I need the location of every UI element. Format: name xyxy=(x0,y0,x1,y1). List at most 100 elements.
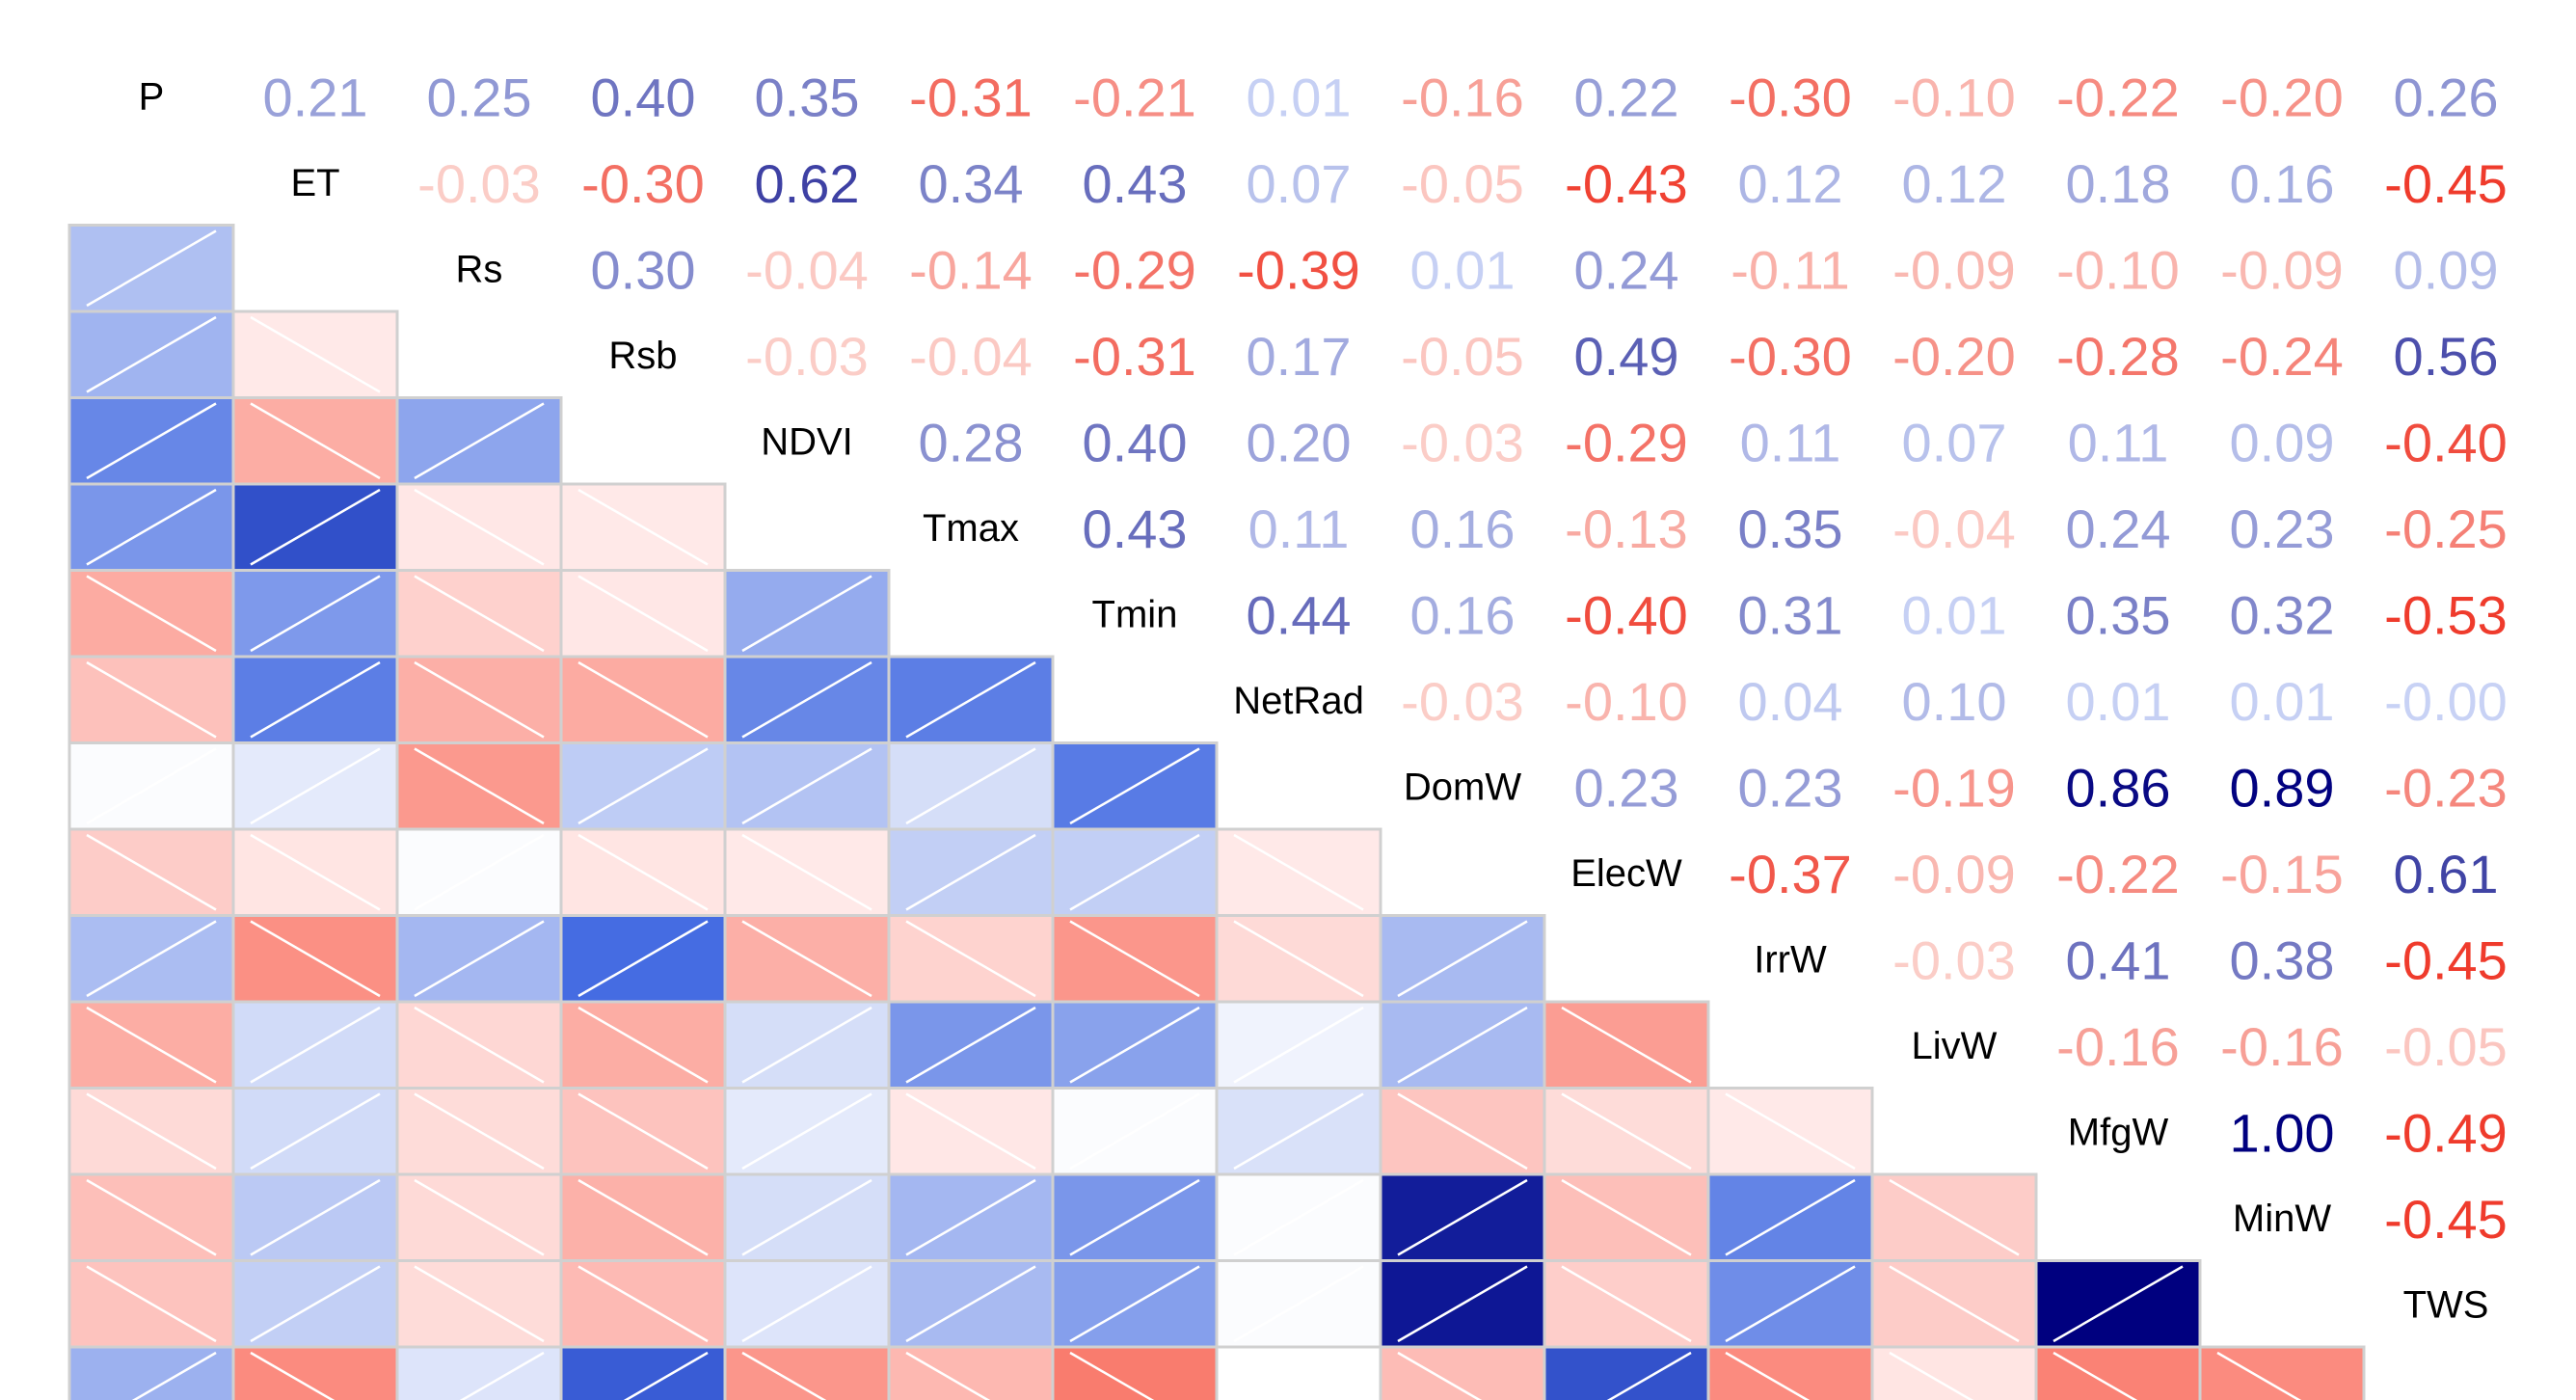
cell-DomW-Tmin xyxy=(1051,827,1219,917)
cell-diagonal xyxy=(623,1351,709,1400)
cell-diagonal xyxy=(1397,1265,1528,1343)
coef-Rsb-DomW: -0.05 xyxy=(1401,326,1524,387)
cell-Tmin-Tmax xyxy=(887,655,1055,744)
cell-Rsb-P xyxy=(67,396,235,486)
coef-NDVI-TWS: -0.40 xyxy=(2384,412,2508,472)
coef-IrrW-MinW: 0.38 xyxy=(2230,929,2335,990)
cell-diagonal xyxy=(86,315,217,393)
cell-Tmax-ET xyxy=(231,569,399,659)
coef-Rs-LivW: -0.09 xyxy=(1892,239,2016,300)
cell-IrrW-ElecW xyxy=(1543,1000,1710,1090)
coef-ET-Tmin: 0.43 xyxy=(1083,153,1188,214)
cell-NetRad-NDVI xyxy=(723,741,891,831)
cell-diagonal xyxy=(86,1178,217,1256)
cell-diagonal xyxy=(577,575,709,653)
cell-diagonal xyxy=(1069,920,1200,998)
cell-MfgW-P xyxy=(67,1172,235,1262)
cell-DomW-Rs xyxy=(395,827,563,917)
cell-diagonal xyxy=(1725,1351,1811,1400)
cell-diagonal xyxy=(250,747,381,825)
cell-diagonal xyxy=(414,1178,545,1256)
cell-DomW-Rsb xyxy=(559,827,727,917)
cell-diagonal xyxy=(577,1006,709,1084)
cell-fill xyxy=(67,1345,235,1400)
variable-label-NDVI: NDVI xyxy=(761,420,853,463)
cell-IrrW-Tmin xyxy=(1051,1000,1219,1090)
coef-Rsb-MinW: -0.24 xyxy=(2220,326,2344,387)
cell-TWS-IrrW xyxy=(1706,1345,1874,1400)
cell-diagonal xyxy=(577,1265,709,1343)
cell-TWS-MinW xyxy=(2198,1345,2366,1400)
cell-fill xyxy=(1543,1345,1710,1400)
cell-diagonal xyxy=(414,488,545,566)
coef-Rsb-MfgW: -0.28 xyxy=(2056,326,2180,387)
variable-label-ElecW: ElecW xyxy=(1570,852,1682,895)
coef-Rsb-LivW: -0.20 xyxy=(1892,326,2016,387)
cell-IrrW-NetRad xyxy=(1215,1000,1382,1090)
coef-Tmax-LivW: -0.04 xyxy=(1892,498,2016,559)
cell-MinW-ET xyxy=(231,1259,399,1349)
coef-NetRad-TWS: -0.00 xyxy=(2384,671,2508,732)
coef-P-ET: 0.21 xyxy=(263,67,368,127)
cell-NetRad-Tmin xyxy=(1051,741,1219,831)
cell-Rs-ET xyxy=(231,310,399,399)
cell-MfgW-NetRad xyxy=(1215,1172,1382,1262)
variable-label-IrrW: IrrW xyxy=(1754,938,1827,981)
cell-TWS-Rs xyxy=(395,1345,563,1400)
coef-Tmin-ElecW: -0.40 xyxy=(1565,584,1688,645)
cell-diagonal xyxy=(741,747,872,825)
cell-diagonal xyxy=(1233,1092,1364,1171)
cell-diagonal xyxy=(250,402,381,480)
cell-diagonal xyxy=(250,1006,381,1084)
cell-ElecW-DomW xyxy=(1379,914,1546,1004)
coef-ET-MinW: 0.16 xyxy=(2230,153,2335,214)
cell-diagonal xyxy=(1397,1351,1483,1400)
cell-diagonal xyxy=(1397,1092,1528,1171)
cell-DomW-P xyxy=(67,827,235,917)
coef-Rs-NetRad: -0.39 xyxy=(1237,239,1360,300)
cell-fill xyxy=(723,1345,891,1400)
cell-diagonal xyxy=(1069,1006,1200,1084)
coef-ET-NDVI: 0.62 xyxy=(755,153,860,214)
cell-TWS-DomW xyxy=(1379,1345,1546,1400)
cell-diagonal xyxy=(1397,1178,1528,1256)
coef-NDVI-DomW: -0.03 xyxy=(1401,412,1524,472)
cell-ET-P xyxy=(67,224,235,313)
cell-Tmax-NDVI xyxy=(723,569,891,659)
coef-ElecW-TWS: 0.61 xyxy=(2394,844,2499,904)
coef-DomW-TWS: -0.23 xyxy=(2384,757,2508,818)
cell-diagonal xyxy=(86,920,217,998)
cell-MfgW-IrrW xyxy=(1706,1172,1874,1262)
cell-ElecW-Tmax xyxy=(887,914,1055,1004)
cell-MfgW-Tmax xyxy=(887,1172,1055,1262)
cell-MfgW-NDVI xyxy=(723,1172,891,1262)
cell-diagonal xyxy=(577,660,709,739)
coef-Tmin-NetRad: 0.44 xyxy=(1247,584,1352,645)
coef-ElecW-MinW: -0.15 xyxy=(2220,844,2344,904)
cell-fill xyxy=(231,1345,399,1400)
cell-diagonal xyxy=(250,833,381,911)
coef-ET-LivW: 0.12 xyxy=(1902,153,2007,214)
coef-ElecW-MfgW: -0.22 xyxy=(2056,844,2180,904)
cell-diagonal xyxy=(905,1351,991,1400)
cell-LivW-IrrW xyxy=(1706,1087,1874,1176)
cell-diagonal xyxy=(1889,1265,2020,1343)
cell-diagonal xyxy=(1561,1092,1692,1171)
cell-TWS-MfgW xyxy=(2034,1345,2202,1400)
cell-fill xyxy=(1215,1345,1382,1400)
coef-Rs-TWS: 0.09 xyxy=(2394,239,2499,300)
cell-diagonal xyxy=(414,833,545,911)
coef-Rsb-Tmax: -0.04 xyxy=(909,326,1033,387)
cell-ElecW-P xyxy=(67,914,235,1004)
cell-diagonal xyxy=(577,833,709,911)
matrix-labels: P ET Rs Rsb NDVI Tmax Tmin NetRad DomW ElecW IrrW L… xyxy=(139,67,2508,1326)
coef-NDVI-ElecW: -0.29 xyxy=(1565,412,1688,472)
coef-NDVI-LivW: 0.07 xyxy=(1902,412,2007,472)
cell-TWS-NetRad xyxy=(1215,1345,1382,1400)
matrix-cells xyxy=(67,224,2366,1400)
cell-diagonal xyxy=(577,1092,709,1171)
cell-ElecW-NDVI xyxy=(723,914,891,1004)
coef-NetRad-IrrW: 0.04 xyxy=(1738,671,1843,732)
variable-label-TWS: TWS xyxy=(2403,1283,2489,1326)
cell-diagonal xyxy=(250,1092,381,1171)
